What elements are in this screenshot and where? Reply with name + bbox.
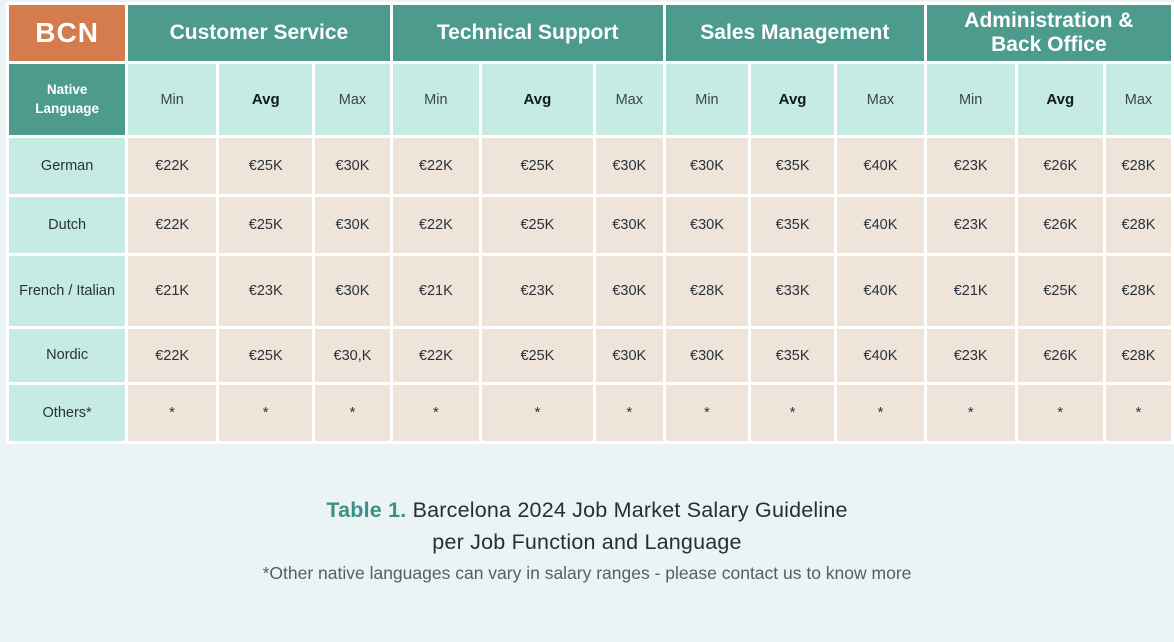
salary-cell: €40K: [837, 256, 924, 326]
salary-cell: €22K: [128, 138, 216, 194]
salary-cell: *: [219, 385, 313, 441]
salary-cell: €40K: [837, 138, 924, 194]
salary-cell: €30K: [665, 329, 748, 382]
salary-cell: €35K: [750, 197, 835, 253]
salary-cell: €26K: [1017, 138, 1103, 194]
salary-cell: €30,K: [315, 329, 390, 382]
salary-cell: €28K: [1105, 329, 1171, 382]
subheader-min-sales-management: Min: [665, 64, 748, 135]
salary-cell: *: [595, 385, 663, 441]
subheader-avg-administration: Avg: [1017, 64, 1103, 135]
caption-table-number: Table 1.: [326, 498, 407, 522]
caption-title-line2: per Job Function and Language: [432, 530, 742, 554]
salary-cell: €33K: [750, 256, 835, 326]
table-row: Nordic €22K €25K €30,K €22K €25K €30K €30K €35K €…: [9, 329, 1171, 382]
salary-cell: €23K: [482, 256, 593, 326]
table-row: German €22K €25K €30K €22K €25K €30K €30K €35K €4…: [9, 138, 1171, 194]
salary-cell: €35K: [750, 329, 835, 382]
salary-cell: *: [837, 385, 924, 441]
row-label-nordic: Nordic: [9, 329, 126, 382]
salary-cell: €22K: [392, 329, 480, 382]
salary-cell: *: [128, 385, 216, 441]
salary-cell: €26K: [1017, 197, 1103, 253]
salary-cell: €30K: [315, 197, 390, 253]
salary-cell: €25K: [1017, 256, 1103, 326]
subheader-row: Native Language Min Avg Max Min Avg Max …: [9, 64, 1171, 135]
subheader-min-administration: Min: [926, 64, 1015, 135]
subheader-avg-sales-management: Avg: [750, 64, 835, 135]
salary-cell: €23K: [926, 138, 1015, 194]
native-language-label: Native Language: [35, 82, 99, 116]
table-row: Dutch €22K €25K €30K €22K €25K €30K €30K €35K €40…: [9, 197, 1171, 253]
caption-title-line1: Barcelona 2024 Job Market Salary Guideli…: [412, 498, 848, 522]
salary-cell: €28K: [1105, 197, 1171, 253]
salary-cell: €25K: [482, 197, 593, 253]
salary-cell: €40K: [837, 197, 924, 253]
salary-cell: €21K: [392, 256, 480, 326]
salary-cell: €21K: [926, 256, 1015, 326]
salary-cell: €40K: [837, 329, 924, 382]
subheader-max-technical-support: Max: [595, 64, 663, 135]
salary-cell: €25K: [482, 138, 593, 194]
subheader-avg-customer-service: Avg: [219, 64, 313, 135]
table-row: French / Italian €21K €23K €30K €21K €23K €30K…: [9, 256, 1171, 326]
salary-cell: €28K: [1105, 138, 1171, 194]
salary-cell: €23K: [926, 197, 1015, 253]
salary-cell: *: [926, 385, 1015, 441]
salary-cell: €30K: [595, 329, 663, 382]
salary-cell: €30K: [595, 197, 663, 253]
caption-footnote: *Other native languages can vary in sala…: [262, 563, 912, 583]
salary-cell: €23K: [219, 256, 313, 326]
salary-cell: €22K: [128, 197, 216, 253]
subheader-max-administration: Max: [1105, 64, 1171, 135]
subheader-min-customer-service: Min: [128, 64, 216, 135]
subheader-avg-technical-support: Avg: [482, 64, 593, 135]
salary-cell: *: [665, 385, 748, 441]
group-header-technical-support: Technical Support: [392, 5, 663, 61]
row-label-french-italian: French / Italian: [9, 256, 126, 326]
row-label-others: Others*: [9, 385, 126, 441]
row-header-native-language: Native Language: [9, 64, 126, 135]
salary-cell: €28K: [665, 256, 748, 326]
salary-cell: €21K: [128, 256, 216, 326]
subheader-max-sales-management: Max: [837, 64, 924, 135]
salary-cell: €28K: [1105, 256, 1171, 326]
salary-cell: *: [392, 385, 480, 441]
salary-cell: €23K: [926, 329, 1015, 382]
salary-cell: *: [315, 385, 390, 441]
salary-cell: *: [482, 385, 593, 441]
salary-cell: *: [1017, 385, 1103, 441]
group-header-row: BCN Customer Service Technical Support S…: [9, 5, 1171, 61]
salary-cell: €25K: [219, 329, 313, 382]
salary-cell: €30K: [315, 138, 390, 194]
salary-cell: €25K: [482, 329, 593, 382]
salary-cell: €35K: [750, 138, 835, 194]
salary-cell: €30K: [595, 138, 663, 194]
salary-table: BCN Customer Service Technical Support S…: [6, 2, 1174, 444]
table-row: Others* * * * * * * * * * * * *: [9, 385, 1171, 441]
salary-cell: €25K: [219, 138, 313, 194]
group-header-customer-service: Customer Service: [128, 5, 390, 61]
group-header-administration-back-office: Administration & Back Office: [926, 5, 1171, 61]
salary-cell: *: [1105, 385, 1171, 441]
salary-cell: €30K: [665, 138, 748, 194]
row-label-dutch: Dutch: [9, 197, 126, 253]
salary-cell: €26K: [1017, 329, 1103, 382]
row-label-german: German: [9, 138, 126, 194]
salary-cell: €22K: [392, 197, 480, 253]
salary-cell: €30K: [665, 197, 748, 253]
subheader-max-customer-service: Max: [315, 64, 390, 135]
salary-cell: €25K: [219, 197, 313, 253]
salary-cell: €22K: [392, 138, 480, 194]
salary-cell: €22K: [128, 329, 216, 382]
group-header-sales-management: Sales Management: [665, 5, 924, 61]
salary-cell: €30K: [595, 256, 663, 326]
subheader-min-technical-support: Min: [392, 64, 480, 135]
table-caption: Table 1. Barcelona 2024 Job Market Salar…: [0, 494, 1174, 586]
salary-cell: *: [750, 385, 835, 441]
corner-bcn-label: BCN: [9, 5, 126, 61]
caption-title-line1-wrap: Table 1. Barcelona 2024 Job Market Salar…: [0, 494, 1174, 526]
salary-cell: €30K: [315, 256, 390, 326]
